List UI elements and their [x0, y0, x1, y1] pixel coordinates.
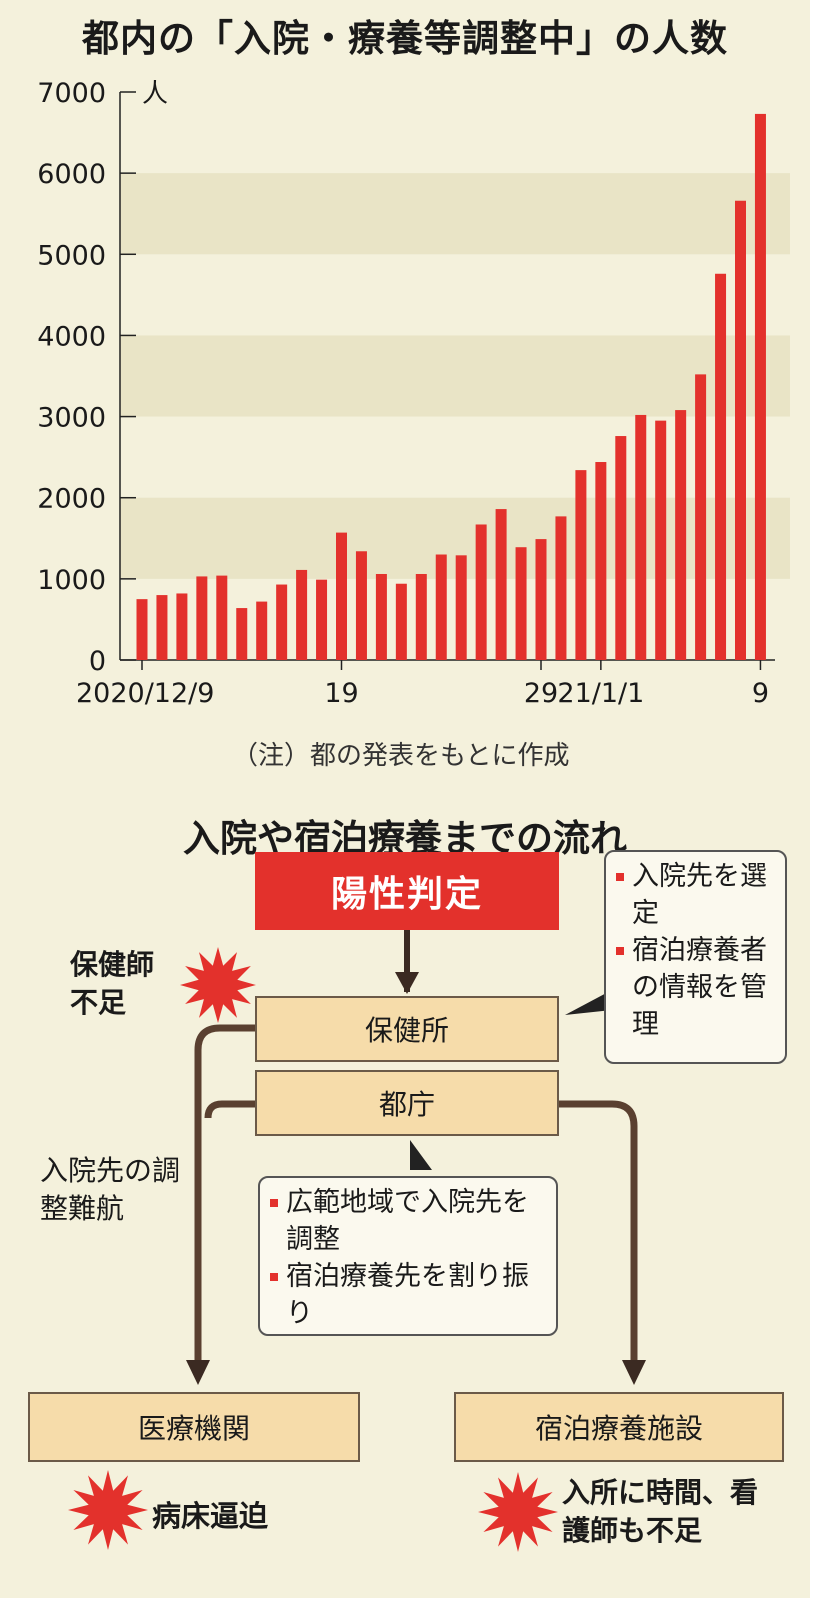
callout-item: 入院先を選定	[616, 858, 775, 932]
bar	[256, 601, 268, 660]
bar	[216, 575, 228, 660]
arrowhead	[622, 1360, 646, 1385]
y-tick-label: 2000	[37, 484, 106, 515]
y-tick-label: 7000	[37, 78, 106, 109]
bar	[455, 555, 467, 660]
issue-nurse-shortage: 保健師不足	[70, 948, 155, 1019]
route-left	[194, 1024, 256, 1370]
grid-band	[120, 497, 790, 579]
bar	[715, 273, 727, 660]
starburst-icon	[68, 1470, 148, 1550]
bar	[336, 532, 347, 660]
bar	[495, 509, 507, 660]
chart-title: 都内の「入院・療養等調整中」の人数	[82, 17, 728, 60]
bar	[535, 539, 547, 660]
y-tick-label: 4000	[37, 321, 106, 352]
starburst-icon	[478, 1472, 558, 1552]
bullet-icon	[616, 873, 624, 881]
hospital-box: 医療機関	[28, 1392, 360, 1462]
arrowhead	[186, 1360, 210, 1385]
callout-item: 広範地域で入院先を調整	[270, 1184, 546, 1258]
route-right	[558, 1100, 638, 1370]
x-tick-label: 19	[324, 678, 358, 709]
bar	[675, 410, 687, 660]
y-tick-label: 3000	[37, 403, 106, 434]
starburst-shape	[68, 1470, 148, 1550]
callout-health-center: 入院先を選定 宿泊療養者の情報を管理	[604, 850, 787, 1064]
metro-gov-box: 都庁	[255, 1070, 559, 1136]
x-tick-label: 2020/12/9	[76, 678, 214, 709]
grid-band	[120, 173, 790, 255]
bar	[595, 462, 607, 660]
x-tick-label: 29	[524, 678, 558, 709]
hotel-box: 宿泊療養施設	[454, 1392, 784, 1462]
starburst-icon	[180, 947, 256, 1023]
y-tick-label: 1000	[37, 565, 106, 596]
bar	[575, 470, 587, 660]
arrowhead	[395, 972, 419, 994]
bar	[735, 200, 746, 660]
positive-test-box: 陽性判定	[255, 852, 559, 930]
bar	[515, 547, 527, 660]
callout-metro-gov: 広範地域で入院先を調整 宿泊療養先を割り振り	[258, 1176, 558, 1336]
route-left-2	[204, 1100, 256, 1119]
y-unit-label: 人	[142, 79, 168, 109]
grid-band	[120, 335, 790, 417]
bar	[615, 436, 627, 660]
bar-chart: 0 1000 2000 3000 4000 5000 6000 7000 人 2020/12/9 1…	[37, 78, 790, 709]
bar	[176, 593, 188, 660]
bar	[375, 573, 387, 660]
x-tick-label: 9	[752, 678, 769, 709]
issue-routing: 入院先の調整難航	[40, 1154, 181, 1225]
bar	[236, 608, 248, 660]
callout-item: 宿泊療養先を割り振り	[270, 1258, 546, 1332]
bar	[435, 554, 447, 660]
bullet-icon	[270, 1199, 278, 1207]
starburst-shape	[180, 947, 256, 1023]
bar	[635, 414, 647, 660]
bar	[555, 516, 567, 660]
issue-hotel: 入所に時間、看護師も不足	[562, 1476, 759, 1547]
starburst-shape	[478, 1472, 558, 1552]
bar	[156, 595, 168, 660]
bar	[415, 573, 427, 660]
bar	[475, 524, 487, 660]
health-center-box: 保健所	[255, 996, 559, 1062]
bar	[276, 584, 288, 660]
bar	[196, 576, 208, 660]
bar	[395, 583, 407, 660]
source-note: （注）都の発表をもとに作成	[232, 741, 570, 771]
bar	[355, 551, 367, 660]
bullet-icon	[616, 947, 624, 955]
callout-pointer	[410, 1140, 432, 1170]
bar	[316, 579, 328, 660]
bullet-icon	[270, 1273, 278, 1281]
bar	[296, 569, 308, 660]
bar	[695, 374, 707, 660]
y-tick-label: 0	[89, 646, 106, 677]
bar	[754, 113, 766, 660]
bar	[136, 599, 148, 660]
y-tick-label: 5000	[37, 240, 106, 271]
y-tick-label: 6000	[37, 159, 106, 190]
issue-beds: 病床逼迫	[152, 1499, 269, 1533]
bar	[655, 420, 667, 660]
callout-item: 宿泊療養者の情報を管理	[616, 932, 775, 1043]
x-tick-label: 21/1/1	[557, 678, 644, 709]
page-edge	[810, 0, 831, 1598]
